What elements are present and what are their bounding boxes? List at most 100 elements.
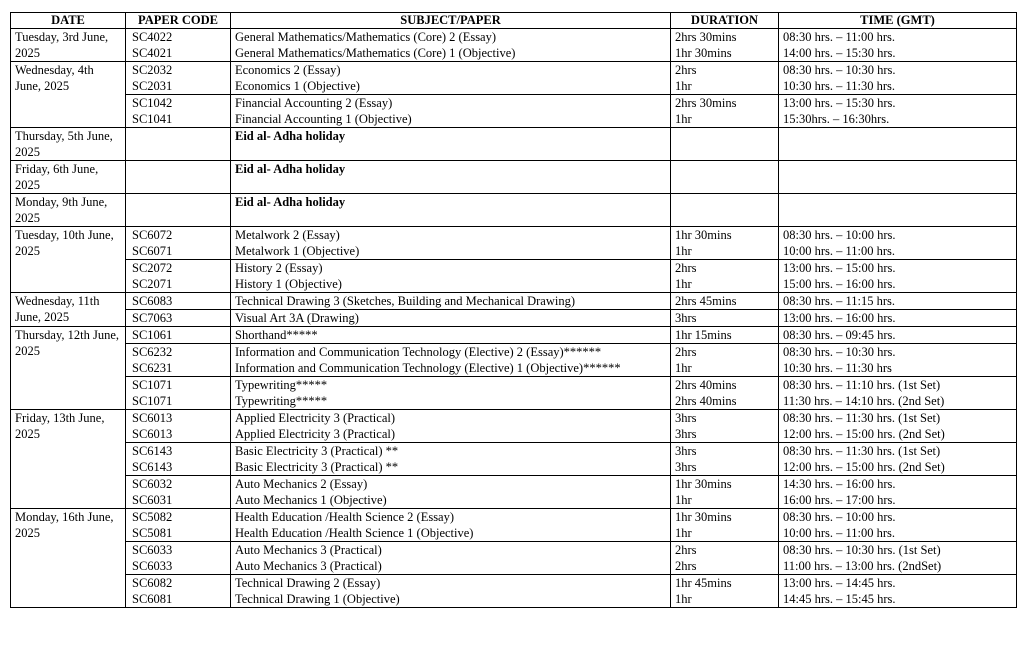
duration-cell <box>670 127 779 161</box>
time-cell <box>778 160 1017 194</box>
time-cell: 08:30 hrs. – 10:30 hrs. (1st Set) 11:00 h… <box>778 541 1017 575</box>
time: 13:00 hrs. – 16:00 hrs. <box>783 311 896 325</box>
time: 11:30 hrs. – 14:10 hrs. (2nd Set) <box>783 394 945 408</box>
time: 08:30 hrs. – 11:30 hrs. (1st Set) <box>783 411 941 425</box>
paper-code-cell <box>125 127 231 161</box>
paper-code-cell: SC6013 SC6013 <box>125 409 231 443</box>
duration: 2hrs 40mins <box>675 378 737 392</box>
subject: History 1 (Objective) <box>235 277 342 291</box>
date: Wednesday, 4th June, 2025 <box>15 63 94 93</box>
duration-cell: 2hrs 1hr <box>670 343 779 377</box>
exam-row: SC6032 SC6031 Auto Mechanics 2 (Essay) Auto… <box>11 475 1017 509</box>
duration: 1hr <box>675 361 692 375</box>
duration: 1hr 30mins <box>675 477 732 491</box>
subject-cell: History 2 (Essay) History 1 (Objective) <box>230 259 671 293</box>
duration: 1hr 30mins <box>675 228 732 242</box>
duration: 1hr <box>675 592 692 606</box>
subject: Applied Electricity 3 (Practical) <box>235 411 396 425</box>
subject: Economics 2 (Essay) <box>235 63 341 77</box>
time-cell: 08:30 hrs. – 10:30 hrs. 10:30 hrs. – 11:3… <box>778 343 1017 377</box>
time: 10:30 hrs. – 11:30 hrs. <box>783 79 896 93</box>
column-header: DURATION <box>670 12 779 29</box>
duration: 2hrs <box>675 345 697 359</box>
timetable: DATE PAPER CODE SUBJECT/PAPER DURATION TIME … <box>10 12 1017 608</box>
subject: General Mathematics/Mathematics (Core) 1… <box>235 46 516 60</box>
duration: 1hr <box>675 79 692 93</box>
duration-cell: 1hr 30mins 1hr <box>670 508 779 542</box>
subject: Eid al- Adha holiday <box>235 195 346 209</box>
duration-cell: 3hrs 3hrs <box>670 409 779 443</box>
duration: 2hrs 40mins <box>675 394 737 408</box>
exam-row: Tuesday, 3rd June, 2025 SC4022 SC4021 Gener… <box>10 28 1017 62</box>
subject: Economics 1 (Objective) <box>235 79 360 93</box>
paper-code: SC6033 <box>132 559 173 573</box>
time: 15:30hrs. – 16:30hrs. <box>783 112 890 126</box>
duration: 1hr <box>675 112 692 126</box>
subject-cell: Shorthand***** <box>230 326 671 344</box>
subject-cell: Technical Drawing 2 (Essay) Technical Dra… <box>230 574 671 608</box>
duration: 1hr <box>675 526 692 540</box>
duration-cell: 2hrs 2hrs <box>670 541 779 575</box>
subject: Shorthand***** <box>235 328 318 342</box>
subject: History 2 (Essay) <box>235 261 323 275</box>
paper-code: SC6143 <box>132 444 173 458</box>
duration: 1hr <box>675 244 692 258</box>
paper-code-cell: SC6072 SC6071 <box>125 226 231 260</box>
date-cell: Thursday, 5th June, 2025 <box>10 127 126 161</box>
duration-cell: 2hrs 40mins 2hrs 40mins <box>670 376 779 410</box>
time: 10:00 hrs. – 11:00 hrs. <box>783 244 896 258</box>
time-cell: 08:30 hrs. – 10:30 hrs. 10:30 hrs. – 11:3… <box>778 61 1017 95</box>
subject: Metalwork 1 (Objective) <box>235 244 360 258</box>
time: 08:30 hrs. – 10:30 hrs. (1st Set) <box>783 543 941 557</box>
exam-row: SC6033 SC6033 Auto Mechanics 3 (Practical)… <box>11 541 1017 575</box>
date-cell: Monday, 16th June, 2025 <box>10 508 126 608</box>
duration: 1hr 30mins <box>675 46 732 60</box>
subject-cell: Typewriting***** Typewriting***** <box>230 376 671 410</box>
duration-cell: 2hrs 30mins 1hr <box>670 94 779 128</box>
paper-code-cell: SC6232 SC6231 <box>125 343 231 377</box>
duration: 1hr 15mins <box>675 328 732 342</box>
paper-code: SC6232 <box>132 345 173 359</box>
duration-cell <box>670 160 779 194</box>
subject: Information and Communication Technology… <box>235 361 621 375</box>
paper-code: SC6231 <box>132 361 173 375</box>
date-cell: Thursday, 12th June, 2025 <box>10 326 126 410</box>
subject-cell: Auto Mechanics 2 (Essay) Auto Mechanics 1… <box>230 475 671 509</box>
paper-code: SC7063 <box>132 311 173 325</box>
time: 08:30 hrs. – 10:00 hrs. <box>783 228 896 242</box>
time: 14:45 hrs. – 15:45 hrs. <box>783 592 896 606</box>
duration: 3hrs <box>675 411 697 425</box>
subject-cell: Eid al- Adha holiday <box>230 193 671 227</box>
exam-row: SC6082 SC6081 Technical Drawing 2 (Essay) T… <box>11 574 1017 608</box>
time-cell: 08:30 hrs. – 10:00 hrs. 10:00 hrs. – 11:0… <box>778 508 1017 542</box>
time: 08:30 hrs. – 09:45 hrs. <box>783 328 896 342</box>
exam-row: SC7063 Visual Art 3A (Drawing) 3hrs 13:00 h… <box>11 309 1017 327</box>
paper-code-cell: SC7063 <box>125 309 231 327</box>
date: Thursday, 5th June, 2025 <box>15 129 113 159</box>
time-cell: 08:30 hrs. – 09:45 hrs. <box>778 326 1017 344</box>
duration-cell: 3hrs 3hrs <box>670 442 779 476</box>
paper-code-cell: SC2032 SC2031 <box>125 61 231 95</box>
time: 08:30 hrs. – 10:30 hrs. <box>783 345 896 359</box>
time-cell: 14:30 hrs. – 16:00 hrs. 16:00 hrs. – 17:0… <box>778 475 1017 509</box>
subject: Eid al- Adha holiday <box>235 162 346 176</box>
paper-code: SC6032 <box>132 477 173 491</box>
paper-code-cell: SC6032 SC6031 <box>125 475 231 509</box>
time-cell: 13:00 hrs. – 15:00 hrs. 15:00 hrs. – 16:0… <box>778 259 1017 293</box>
paper-code: SC2072 <box>132 261 173 275</box>
subject: Financial Accounting 1 (Objective) <box>235 112 412 126</box>
time: 08:30 hrs. – 10:00 hrs. <box>783 510 896 524</box>
time-cell: 08:30 hrs. – 11:15 hrs. <box>778 292 1017 310</box>
header-row: DATE PAPER CODE SUBJECT/PAPER DURATION TIME … <box>10 12 1017 29</box>
time-cell: 13:00 hrs. – 14:45 hrs. 14:45 hrs. – 15:4… <box>778 574 1017 608</box>
time: 10:30 hrs. – 11:30 hrs <box>783 361 892 375</box>
time: 14:30 hrs. – 16:00 hrs. <box>783 477 896 491</box>
subject: Auto Mechanics 2 (Essay) <box>235 477 368 491</box>
duration-cell: 2hrs 30mins 1hr 30mins <box>670 28 779 62</box>
exam-row: Friday, 13th June, 2025 SC6013 SC6013 Appli… <box>10 409 1017 509</box>
duration: 3hrs <box>675 427 697 441</box>
duration-cell: 1hr 30mins 1hr <box>670 226 779 260</box>
subject-cell: Eid al- Adha holiday <box>230 127 671 161</box>
subject: General Mathematics/Mathematics (Core) 2… <box>235 30 497 44</box>
subject-cell: Applied Electricity 3 (Practical) Applied… <box>230 409 671 443</box>
